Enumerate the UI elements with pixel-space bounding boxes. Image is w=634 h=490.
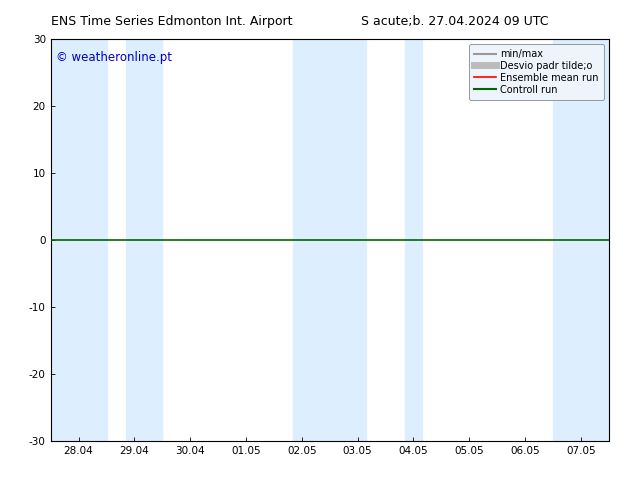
Bar bbox=[51, 39, 107, 441]
Bar bbox=[294, 39, 366, 441]
Text: ENS Time Series Edmonton Int. Airport: ENS Time Series Edmonton Int. Airport bbox=[51, 15, 292, 28]
Legend: min/max, Desvio padr tilde;o, Ensemble mean run, Controll run: min/max, Desvio padr tilde;o, Ensemble m… bbox=[469, 44, 604, 99]
Bar bbox=[405, 39, 422, 441]
Text: S acute;b. 27.04.2024 09 UTC: S acute;b. 27.04.2024 09 UTC bbox=[361, 15, 549, 28]
Text: © weatheronline.pt: © weatheronline.pt bbox=[56, 51, 172, 64]
Bar bbox=[553, 39, 609, 441]
Bar bbox=[126, 39, 162, 441]
